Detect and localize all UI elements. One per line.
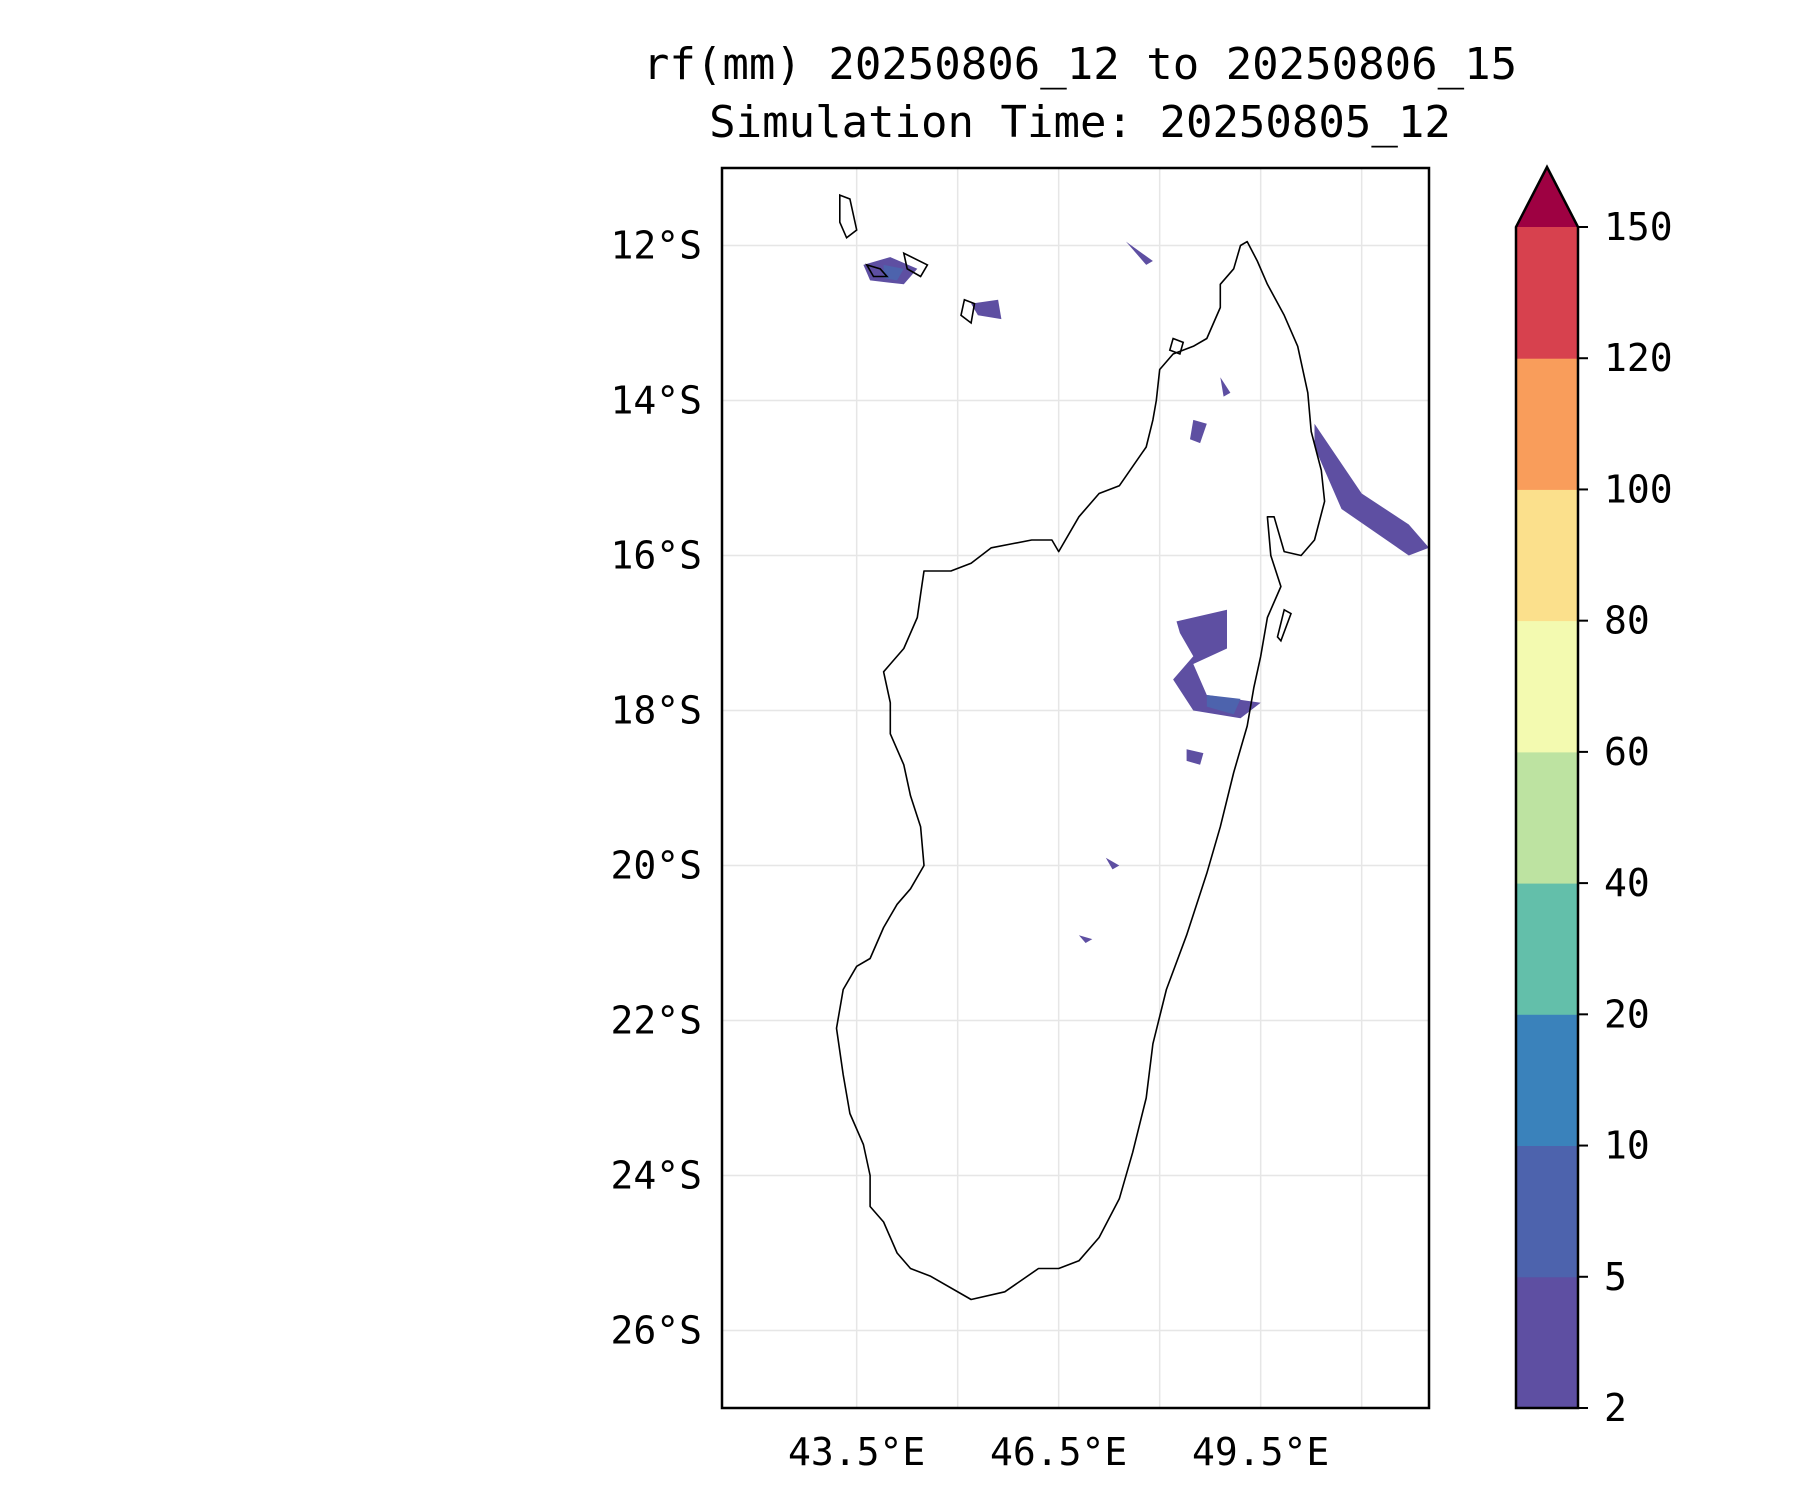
lat-tick-label: 26°S xyxy=(610,1309,702,1353)
colorbar-tick-label: 80 xyxy=(1604,599,1650,643)
coastline-madagascar xyxy=(835,240,1326,1301)
colorbar-segment xyxy=(1516,751,1578,884)
lat-tick-label: 16°S xyxy=(610,534,702,578)
colorbar-segment xyxy=(1516,489,1578,622)
coastline-moheli xyxy=(865,263,889,278)
colorbar-tick-label: 150 xyxy=(1604,205,1673,249)
colorbar-tick-label: 2 xyxy=(1604,1386,1627,1430)
colorbar-tick-label: 20 xyxy=(1604,992,1650,1036)
lat-tick-label: 20°S xyxy=(610,844,702,888)
colorbar-tick-label: 5 xyxy=(1604,1255,1627,1299)
rainfall-area-north-offshore-3 xyxy=(1190,419,1207,444)
lat-tick-label: 18°S xyxy=(610,689,702,733)
map-title-line1: rf(mm) 20250806_12 to 20250806_15 xyxy=(642,39,1518,90)
lon-tick-label: 46.5°E xyxy=(990,1430,1127,1474)
rainfall-area-north-offshore-2 xyxy=(1220,377,1231,397)
rainfall-area-north-offshore-1 xyxy=(1126,241,1153,265)
colorbar-segment xyxy=(1516,620,1578,753)
coastline-mayotte xyxy=(960,298,976,325)
colorbar-outline xyxy=(1514,164,1580,1410)
colorbar-segment xyxy=(1516,227,1578,359)
map-axes: 12°S 14°S 16°S 18°S 20°S 22°S 24°S 26°S 43.5°E 46… xyxy=(610,166,1431,1474)
lat-tick-label: 24°S xyxy=(610,1154,702,1198)
lat-tick-label: 14°S xyxy=(610,379,702,423)
colorbar-extend-arrow xyxy=(1516,167,1578,227)
map-title-line2: Simulation Time: 20250805_12 xyxy=(709,97,1451,148)
colorbar-tick-label: 40 xyxy=(1604,861,1650,905)
rainfall-area-northeast-coast-band xyxy=(1314,423,1429,556)
colorbar-segment xyxy=(1516,883,1578,1015)
colorbar: 2 5 10 20 40 60 80 100 120 150 xyxy=(1514,164,1673,1430)
map-background xyxy=(722,168,1429,1408)
coastline-sainte-marie xyxy=(1276,608,1292,643)
rainfall-area-mayotte xyxy=(971,299,1002,320)
rainfall-area-comoros-grande-core xyxy=(883,264,904,281)
rainfall-area-toamasina-cluster xyxy=(1173,609,1261,719)
colorbar-tick-label: 60 xyxy=(1604,730,1650,774)
colorbar-segment xyxy=(1516,358,1578,490)
lon-tick-label: 49.5°E xyxy=(1192,1430,1329,1474)
lat-tick-label: 22°S xyxy=(610,999,702,1043)
rainfall-area-central-patch xyxy=(1186,749,1204,765)
colorbar-tick-label: 120 xyxy=(1604,336,1673,380)
lon-tick-label: 43.5°E xyxy=(788,1430,925,1474)
colorbar-segment xyxy=(1516,1145,1578,1278)
lat-tick-label: 12°S xyxy=(610,224,702,268)
colorbar-segment xyxy=(1516,1276,1578,1409)
rainfall-area-toamasina-core xyxy=(1206,695,1241,715)
rainfall-area-inland-patch-2 xyxy=(1078,935,1093,943)
map-frame xyxy=(720,166,1431,1410)
coastline-nosy-be xyxy=(1168,337,1185,356)
colorbar-tick-label: 10 xyxy=(1604,1124,1650,1168)
rainfall-area-inland-patch-1 xyxy=(1105,857,1120,870)
colorbar-tick-label: 100 xyxy=(1604,467,1673,511)
coastline-grande-comore xyxy=(839,193,858,240)
colorbar-segment xyxy=(1516,1014,1578,1146)
coastline-anjouan xyxy=(902,251,929,278)
